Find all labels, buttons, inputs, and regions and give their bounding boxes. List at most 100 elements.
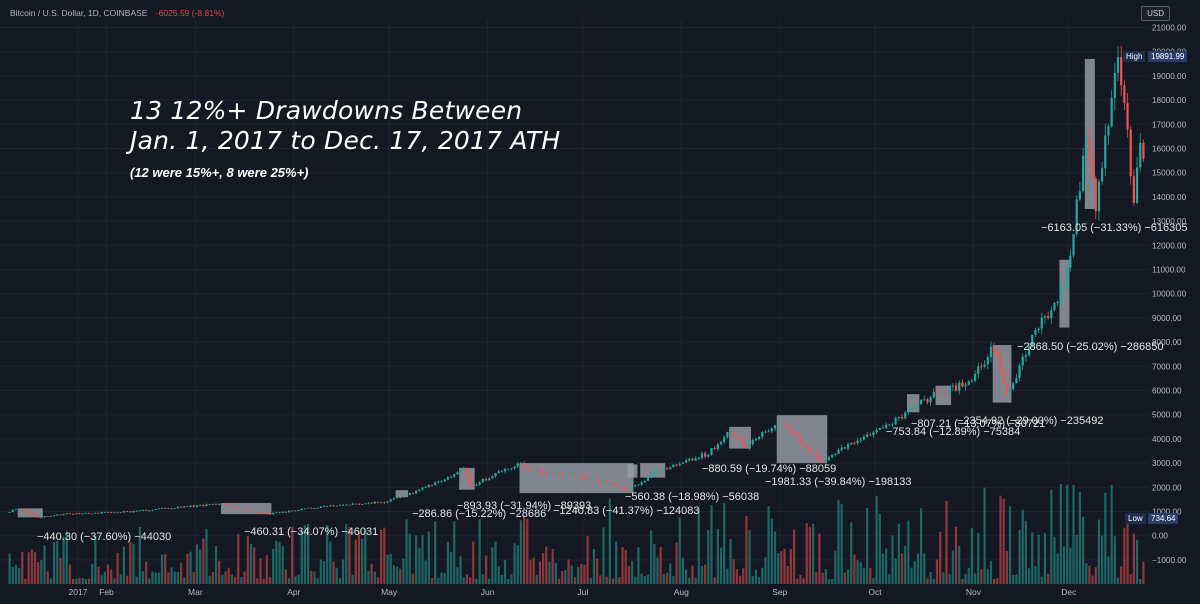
candle-body	[284, 511, 288, 513]
symbol-header[interactable]: Bitcoin / U.S. Dollar, 1D, COINBASE -602…	[10, 8, 224, 18]
volume-bar	[945, 500, 948, 584]
volume-bar	[650, 530, 653, 584]
candle-body	[691, 458, 694, 461]
volume-bar	[910, 567, 913, 584]
volume-bar	[313, 571, 316, 584]
x-tick-label: Mar	[188, 587, 203, 597]
drawdown-label: −2354.92 (−29.00%) −235492	[957, 415, 1104, 427]
y-tick-label: 13000.00	[1152, 217, 1187, 226]
drawdown-box	[220, 503, 272, 515]
volume-bar	[618, 576, 621, 584]
candle-body	[246, 508, 249, 511]
volume-bar	[183, 577, 186, 584]
currency-button[interactable]: USD	[1141, 6, 1170, 21]
candle-body	[453, 474, 456, 477]
volume-bar	[958, 545, 961, 584]
candle-body	[208, 504, 211, 506]
volume-bar	[148, 578, 151, 584]
candle-body	[840, 447, 843, 450]
candle-body	[468, 476, 472, 486]
volume-bar	[91, 563, 94, 584]
volume-bar	[326, 525, 329, 584]
candle-body	[1002, 370, 1005, 383]
volume-bar	[1088, 565, 1091, 584]
candle-body	[214, 503, 218, 505]
y-tick-label: −1000.00	[1152, 556, 1187, 565]
candle-body	[465, 467, 469, 477]
volume-bar	[1101, 535, 1104, 584]
volume-bar	[573, 577, 577, 584]
candle-body	[1008, 389, 1012, 395]
candle-body	[865, 434, 869, 437]
volume-bar	[106, 564, 110, 584]
candle-body	[548, 473, 551, 475]
volume-bar	[33, 552, 37, 584]
volume-bar	[1008, 506, 1012, 584]
candle-body	[370, 502, 373, 504]
candle-body	[46, 516, 49, 517]
volume-bar	[904, 545, 907, 584]
volume-bar	[116, 552, 119, 584]
y-tick-label: 9000.00	[1152, 314, 1182, 323]
volume-bar	[980, 569, 983, 584]
volume-bar	[243, 571, 246, 584]
candle-body	[916, 403, 920, 407]
volume-bar	[1066, 484, 1069, 584]
volume-bar	[837, 499, 840, 584]
candle-body	[272, 512, 275, 515]
candle-body	[199, 505, 202, 506]
y-tick-label: 21000.00	[1152, 24, 1187, 33]
candle-body	[421, 487, 424, 490]
volume-bar	[322, 560, 326, 584]
volume-bar	[713, 577, 716, 584]
candle-body	[783, 424, 786, 426]
volume-bar	[1059, 483, 1062, 584]
candle-body	[106, 511, 110, 513]
volume-bar	[811, 523, 815, 584]
volume-bar	[281, 546, 284, 584]
volume-bar	[545, 546, 548, 584]
volume-bar	[608, 498, 611, 584]
volume-bar	[373, 571, 376, 584]
candle-body	[700, 453, 704, 458]
candle-body	[170, 508, 173, 510]
volume-bar	[449, 551, 453, 584]
candle-body	[707, 454, 710, 457]
volume-bar	[103, 571, 106, 584]
volume-bar	[526, 518, 529, 584]
candle-body	[602, 481, 605, 484]
candle-body	[811, 451, 815, 453]
candle-body	[716, 444, 719, 450]
drawdown-box	[992, 345, 1012, 403]
volume-bar	[643, 576, 646, 584]
candle-body	[173, 508, 176, 510]
volume-bar	[888, 574, 891, 584]
candle-body	[592, 478, 596, 480]
candle-body	[364, 503, 367, 505]
volume-bar	[656, 557, 659, 584]
volume-bar	[27, 552, 30, 584]
candle-body	[675, 464, 678, 466]
candle-body	[1132, 176, 1135, 203]
volume-bar	[233, 576, 237, 584]
volume-bar	[967, 567, 970, 584]
candle-body	[1024, 355, 1028, 357]
volume-bar	[576, 566, 580, 584]
volume-bars	[8, 483, 1145, 584]
x-tick-label: Nov	[966, 587, 982, 597]
candle-body	[910, 406, 913, 411]
candle-body	[443, 479, 446, 482]
volume-bar	[853, 554, 856, 584]
candle-body	[392, 498, 395, 500]
candle-body	[919, 400, 923, 404]
volume-bar	[1126, 522, 1129, 584]
volume-bar	[802, 578, 805, 584]
candle-body	[103, 511, 106, 513]
volume-bar	[1027, 568, 1031, 584]
candle-body	[24, 510, 27, 512]
candle-body	[669, 467, 672, 469]
drawdown-label: −2868.50 (−25.02%) −286850	[1017, 341, 1164, 353]
volume-bar	[659, 547, 662, 584]
candle-body	[516, 463, 519, 467]
